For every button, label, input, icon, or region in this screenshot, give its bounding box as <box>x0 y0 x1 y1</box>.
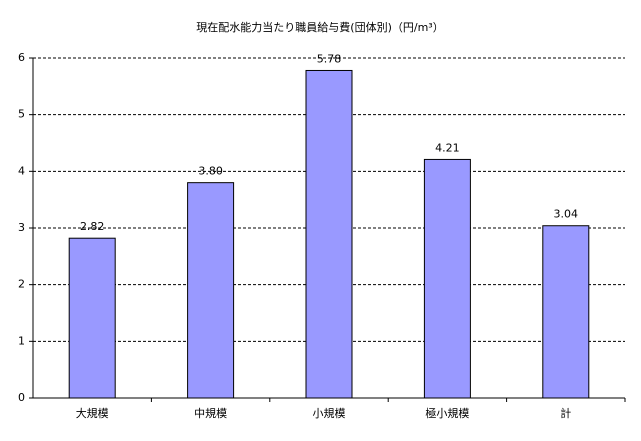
y-tick-label: 6 <box>18 51 25 64</box>
bar <box>542 225 590 399</box>
value-label: 4.21 <box>435 141 460 154</box>
x-tick-label: 中規模 <box>194 406 227 420</box>
y-tick-label: 5 <box>18 108 25 121</box>
y-tick-label: 0 <box>18 391 25 404</box>
chart-title: 現在配水能力当たり職員給与費(団体別)（円/m³） <box>196 20 443 34</box>
bar <box>187 182 235 399</box>
bar <box>68 237 116 399</box>
y-tick-label: 4 <box>18 164 25 177</box>
x-tick-label: 小規模 <box>313 406 346 420</box>
x-tick-label: 大規模 <box>76 406 109 420</box>
value-label: 2.82 <box>80 220 105 233</box>
value-label: 5.78 <box>317 52 342 65</box>
y-tick-label: 2 <box>18 278 25 291</box>
value-label: 3.04 <box>554 208 579 221</box>
x-tick-label: 極小規模 <box>425 406 469 420</box>
bar <box>305 69 353 399</box>
y-tick-label: 1 <box>18 334 25 347</box>
y-tick-label: 3 <box>18 221 25 234</box>
bar <box>423 158 471 399</box>
x-tick-label: 計 <box>560 406 571 420</box>
value-label: 3.80 <box>198 165 223 178</box>
